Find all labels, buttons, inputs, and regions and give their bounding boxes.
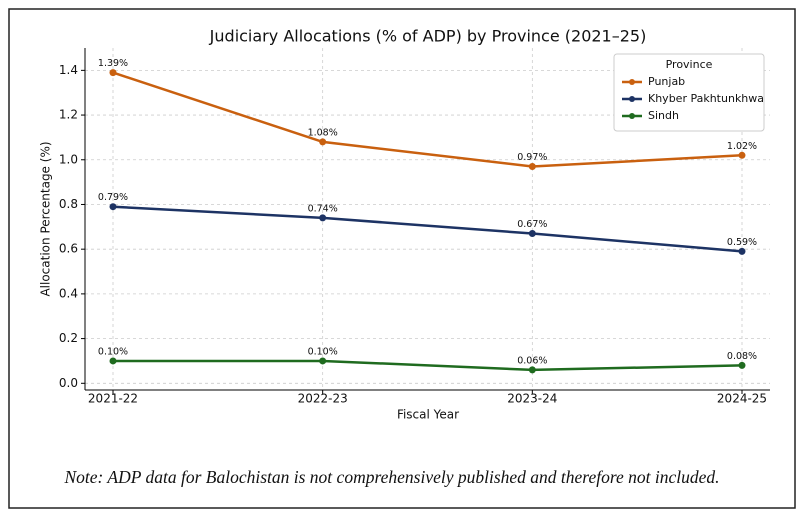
data-label: 0.10% <box>308 346 338 357</box>
legend-title: Province <box>666 58 713 71</box>
data-point <box>738 151 746 159</box>
x-tick-label: 2021-22 <box>88 392 138 406</box>
x-axis-label: Fiscal Year <box>397 408 459 422</box>
legend-marker <box>629 96 635 102</box>
data-point <box>319 214 327 222</box>
data-point <box>528 162 536 170</box>
y-tick-label: 0.4 <box>59 286 78 300</box>
y-tick-label: 1.2 <box>59 108 78 122</box>
legend-label: Sindh <box>648 109 679 122</box>
y-tick-label: 1.0 <box>59 152 78 166</box>
data-label: 0.59% <box>727 237 757 248</box>
y-axis-label: Allocation Percentage (%) <box>39 141 53 296</box>
data-point <box>528 366 536 374</box>
data-label: 0.10% <box>98 346 128 357</box>
legend-marker <box>629 79 635 85</box>
series-line <box>112 71 743 168</box>
y-tick-label: 0.8 <box>59 197 78 211</box>
data-point <box>738 247 746 255</box>
data-point <box>738 361 746 369</box>
series-line <box>112 205 743 253</box>
data-label: 0.06% <box>517 355 547 366</box>
data-label: 0.67% <box>517 219 547 230</box>
legend-label: Punjab <box>648 75 685 88</box>
legend-marker <box>629 113 635 119</box>
data-point <box>109 203 117 211</box>
y-tick-label: 0.6 <box>59 242 78 256</box>
note: Note: ADP data for Balochistan is not co… <box>63 467 719 487</box>
data-point <box>319 357 327 365</box>
x-tick-label: 2023-24 <box>507 392 557 406</box>
data-point <box>109 69 117 77</box>
data-point <box>109 357 117 365</box>
data-label: 1.39% <box>98 58 128 69</box>
data-label: 0.79% <box>98 192 128 203</box>
y-tick-label: 0.0 <box>59 376 78 390</box>
data-label: 0.74% <box>308 203 338 214</box>
series-line <box>113 359 743 372</box>
data-point <box>319 138 327 146</box>
x-tick-label: 2024-25 <box>717 392 767 406</box>
data-label: 0.08% <box>727 351 757 362</box>
data-label: 0.97% <box>517 152 547 163</box>
data-label: 1.08% <box>308 127 338 138</box>
x-tick-label: 2022-23 <box>298 392 348 406</box>
legend-label: Khyber Pakhtunkhwa <box>648 92 764 105</box>
data-point <box>528 230 536 238</box>
frame <box>8 8 796 509</box>
legend-box <box>613 53 765 132</box>
chart-title: Judiciary Allocations (% of ADP) by Prov… <box>209 27 647 46</box>
y-tick-label: 0.2 <box>59 331 78 345</box>
data-label: 1.02% <box>727 141 757 152</box>
y-tick-label: 1.4 <box>59 63 78 77</box>
